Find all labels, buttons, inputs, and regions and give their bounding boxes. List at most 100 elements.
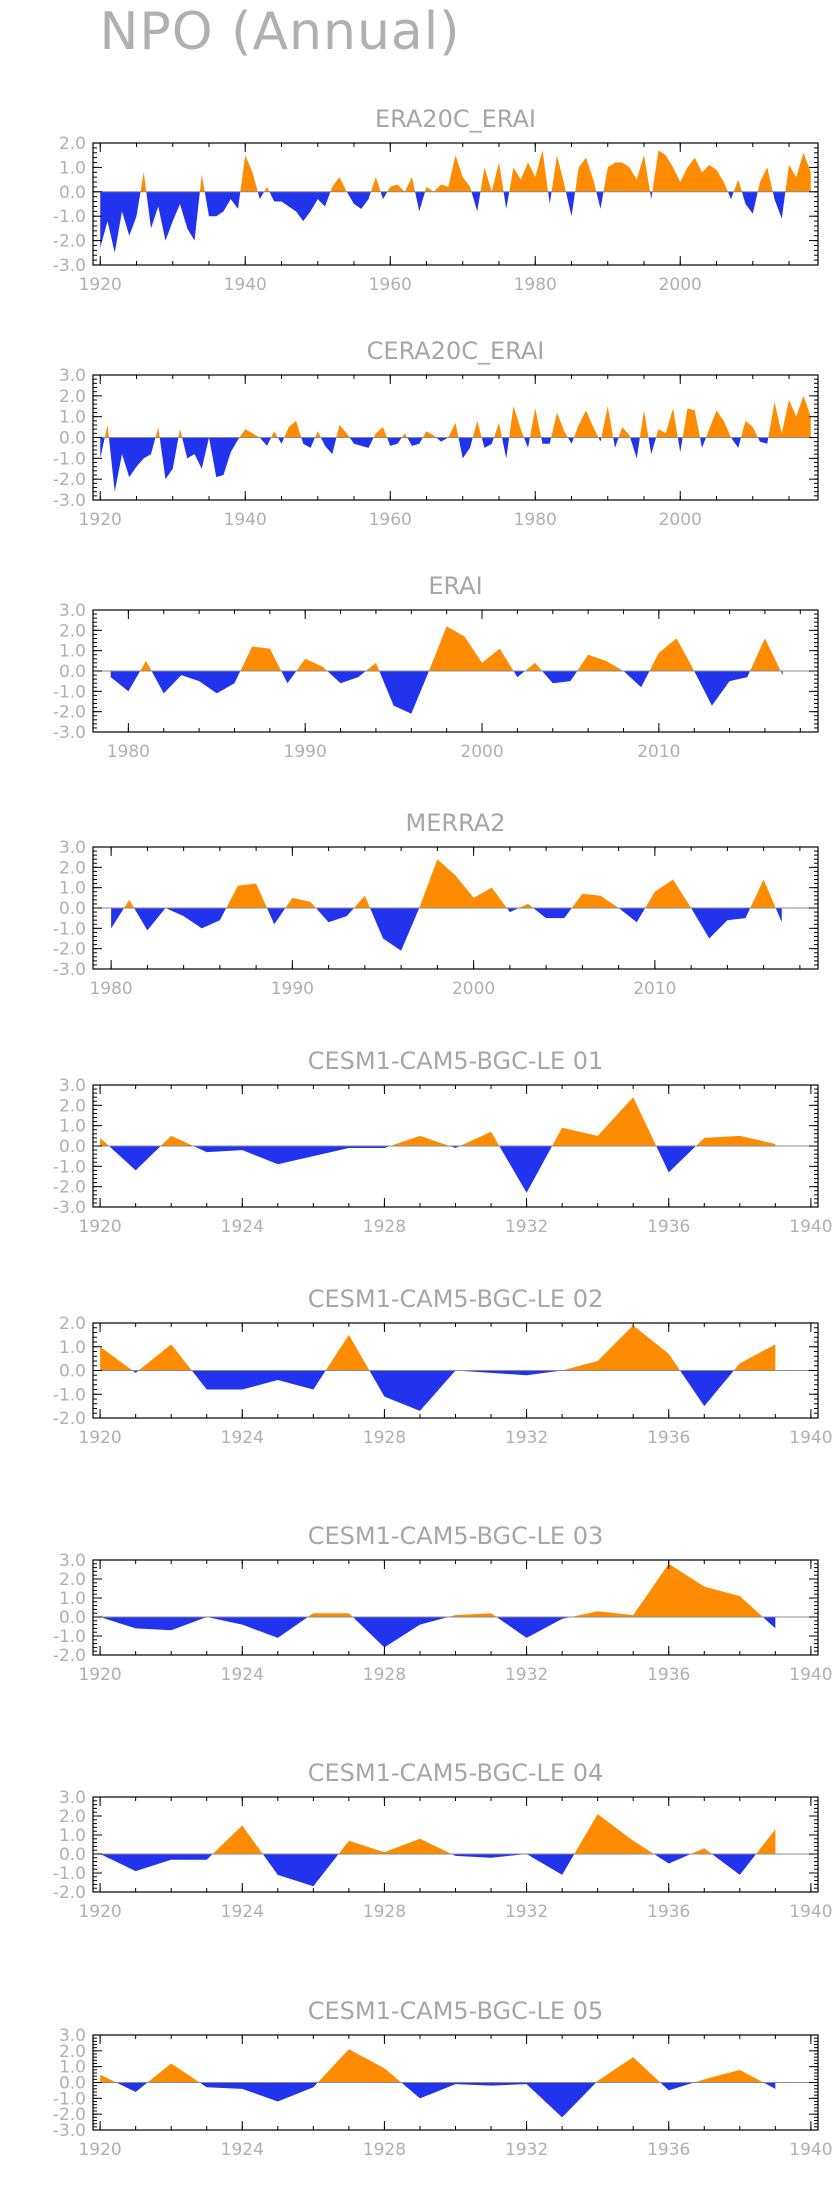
y-tick-label: -2.0 — [53, 1646, 86, 1666]
x-tick-label: 1940 — [789, 1665, 832, 1685]
panel-3: ERAI -3.0-2.0-1.00.01.02.03.0 1980 1990 2000… — [53, 572, 819, 762]
negative-area — [257, 191, 265, 200]
panel-2: CERA20C_ERAI -3.0-2.0-1.00.01.02.03.0 1920… — [53, 337, 819, 530]
positive-area — [472, 420, 482, 438]
positive-area — [419, 859, 507, 908]
negative-area — [327, 671, 366, 684]
y-tick-label: 1.0 — [59, 408, 86, 428]
panel-6: CESM1-CAM5-BGC-LE 02 -2.0 -1.0 0.0 1.0 2.0 192… — [53, 1285, 833, 1448]
negative-area — [320, 437, 337, 455]
y-tick-label: -2.0 — [53, 2105, 86, 2125]
negative-area — [451, 1854, 527, 1858]
x-tick-label: 1980 — [514, 275, 557, 295]
y-tick-label: 2.0 — [59, 621, 86, 641]
positive-area — [529, 408, 542, 438]
negative-area — [650, 191, 653, 200]
x-tick-label: 1928 — [363, 1428, 406, 1448]
negative-area — [100, 437, 105, 459]
y-tick-label: -1.0 — [53, 207, 86, 227]
negative-area — [741, 191, 758, 214]
plot-frame — [92, 142, 819, 266]
positive-area — [562, 1325, 681, 1371]
y-tick-label: -2.0 — [53, 232, 86, 252]
negative-area — [407, 437, 423, 446]
y-tick-label: -2.0 — [53, 940, 86, 960]
data-point — [110, 928, 112, 930]
negative-area — [780, 671, 783, 676]
positive-area — [493, 422, 502, 438]
negative-area — [458, 437, 473, 459]
x-tick-label: 1920 — [78, 1428, 121, 1448]
positive-area — [365, 662, 380, 671]
panel-title: CESM1-CAM5-BGC-LE 04 — [308, 1759, 604, 1787]
negative-area — [513, 671, 525, 678]
positive-area — [284, 420, 302, 438]
positive-area — [601, 406, 614, 438]
x-tick-label: 1928 — [363, 1902, 406, 1922]
y-tick-label: -3.0 — [53, 2121, 86, 2141]
negative-area — [370, 908, 420, 951]
y-tick-label: -1.0 — [53, 919, 86, 939]
panel-title: CESM1-CAM5-BGC-LE 02 — [308, 1285, 604, 1313]
negative-area — [449, 1146, 460, 1149]
positive-area — [552, 1097, 657, 1146]
positive-area — [271, 431, 278, 438]
positive-area — [100, 1346, 133, 1371]
x-tick-label: 1936 — [647, 2140, 690, 2160]
y-tick-label: 0.0 — [59, 899, 86, 919]
y-tick-label: -2.0 — [53, 1883, 86, 1903]
x-tick-label: 2010 — [633, 979, 676, 999]
positive-area — [551, 155, 566, 192]
positive-area — [603, 155, 651, 192]
negative-area — [346, 191, 371, 209]
y-tick-label: 0.0 — [59, 1137, 86, 1157]
negative-area — [146, 191, 200, 241]
x-tick-label: 1960 — [369, 510, 412, 530]
positive-area — [325, 1334, 370, 1371]
negative-area — [369, 1370, 456, 1411]
x-tick-label: 1920 — [78, 1665, 121, 1685]
negative-area — [596, 191, 604, 209]
panel-title: CERA20C_ERAI — [367, 337, 545, 365]
negative-area — [193, 1146, 391, 1165]
positive-area — [618, 427, 631, 438]
y-tick-label: 3.0 — [59, 838, 86, 858]
negative-area — [503, 191, 510, 209]
negative-area — [108, 1146, 161, 1171]
positive-area — [571, 1563, 763, 1617]
positive-area — [178, 429, 183, 438]
y-tick-label: -3.0 — [53, 1198, 86, 1218]
y-tick-label: 2.0 — [59, 1570, 86, 1590]
y-tick-label: 3.0 — [59, 1551, 86, 1571]
y-tick-label: 2.0 — [59, 2042, 86, 2062]
negative-area — [100, 1854, 213, 1872]
positive-area — [264, 186, 270, 192]
negative-area — [623, 671, 650, 688]
positive-area — [733, 179, 742, 192]
positive-area — [574, 1814, 654, 1854]
panel-7: CESM1-CAM5-BGC-LE 03 -2.0-1.00.01.02.03.0… — [53, 1522, 833, 1685]
negative-area — [691, 908, 751, 939]
x-tick-label: 1940 — [789, 2140, 832, 2160]
negative-area — [269, 191, 331, 222]
negative-area — [281, 671, 297, 684]
y-tick-label: 0.0 — [59, 429, 86, 449]
negative-area — [262, 1854, 339, 1887]
positive-area — [551, 412, 568, 438]
positive-area — [100, 2074, 117, 2083]
positive-area — [354, 895, 371, 908]
positive-area — [240, 155, 258, 192]
y-tick-label: 3.0 — [59, 2026, 86, 2046]
negative-area — [209, 437, 240, 478]
x-tick-label: 2010 — [637, 742, 680, 762]
negative-area — [267, 908, 286, 925]
positive-area — [695, 1135, 776, 1146]
negative-area — [506, 908, 519, 913]
positive-area — [639, 410, 649, 438]
negative-area — [436, 437, 449, 442]
positive-area — [226, 883, 267, 908]
y-tick-label: -1.0 — [53, 1385, 86, 1405]
x-tick-label: 1980 — [107, 742, 150, 762]
x-tick-label: 1936 — [647, 1665, 690, 1685]
